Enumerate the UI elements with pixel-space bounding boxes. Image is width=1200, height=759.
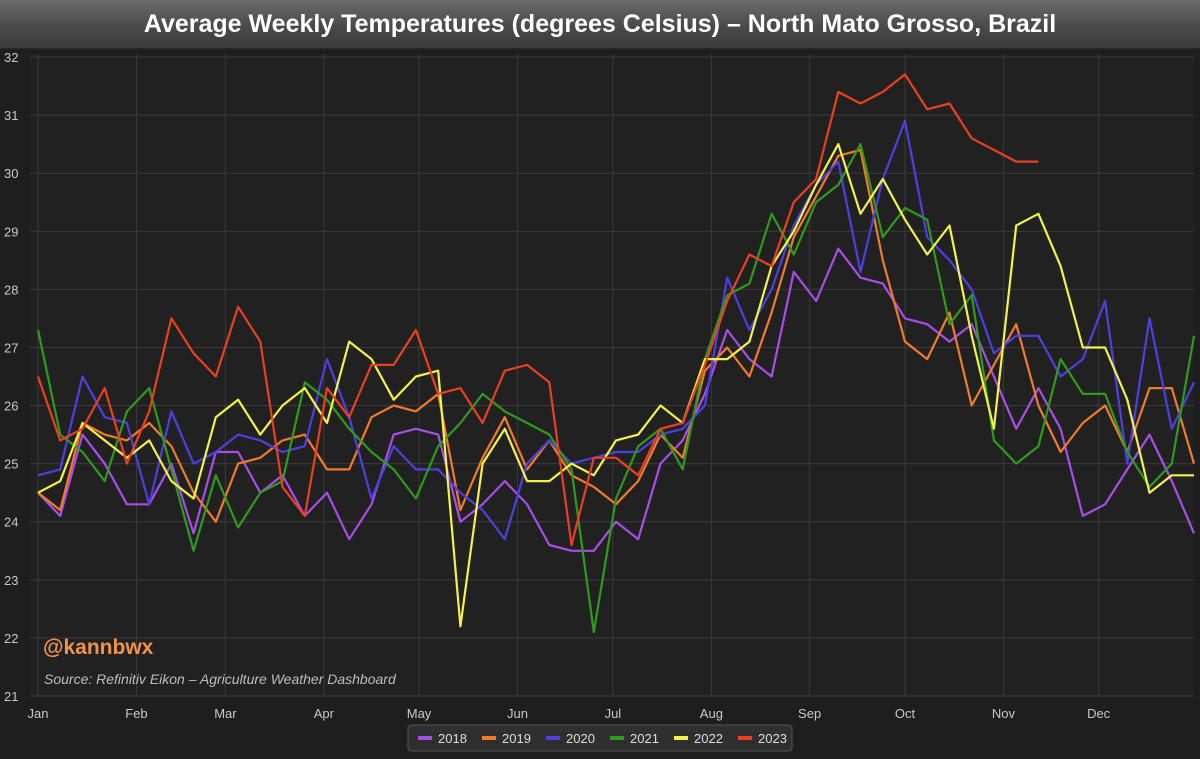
legend-label-2020[interactable]: 2020 bbox=[566, 731, 595, 746]
series-line-2022 bbox=[37, 143, 1194, 628]
y-tick-label: 23 bbox=[4, 573, 18, 588]
x-tick-label: Feb bbox=[125, 706, 147, 721]
y-tick-label: 22 bbox=[4, 631, 18, 646]
y-tick-label: 30 bbox=[4, 166, 18, 181]
title-bar: Average Weekly Temperatures (degrees Cel… bbox=[0, 0, 1200, 49]
legend-label-2019[interactable]: 2019 bbox=[502, 731, 531, 746]
legend: 2018 2019 2020 2021 2022 2023 bbox=[407, 724, 793, 752]
x-tick-label: Oct bbox=[895, 706, 916, 721]
y-tick-label: 32 bbox=[4, 50, 18, 65]
x-tick-label: Sep bbox=[798, 706, 821, 721]
y-tick-label: 26 bbox=[4, 399, 18, 414]
y-tick-label: 25 bbox=[4, 457, 18, 472]
series-line-2023 bbox=[36, 73, 1039, 547]
source-note: Source: Refinitiv Eikon – Agriculture We… bbox=[44, 671, 396, 687]
x-axis: Jan Feb Mar Apr May Jun Jul Aug Sep Oct Nov Dec bbox=[28, 706, 1111, 721]
plot-background bbox=[30, 54, 1194, 696]
chart-title: Average Weekly Temperatures (degrees Cel… bbox=[143, 10, 1057, 38]
y-tick-label: 24 bbox=[4, 515, 18, 530]
legend-label-2023[interactable]: 2023 bbox=[758, 731, 787, 746]
x-tick-label: Jun bbox=[507, 706, 528, 721]
y-tick-label: 28 bbox=[4, 282, 18, 297]
x-tick-label: Dec bbox=[1087, 706, 1111, 721]
series-lines bbox=[36, 73, 1196, 634]
x-tick-label: Aug bbox=[700, 706, 723, 721]
series-line-2018 bbox=[37, 247, 1196, 552]
x-tick-label: Jan bbox=[28, 706, 49, 721]
x-tick-label: Mar bbox=[214, 706, 237, 721]
series-line-2021 bbox=[36, 143, 1196, 634]
y-tick-label: 21 bbox=[4, 689, 18, 704]
y-tick-label: 29 bbox=[4, 224, 18, 239]
x-tick-label: Nov bbox=[992, 706, 1016, 721]
y-axis: 21 22 23 24 25 26 27 28 29 30 31 32 bbox=[4, 50, 18, 704]
x-tick-label: May bbox=[407, 706, 432, 721]
y-tick-label: 27 bbox=[4, 340, 18, 355]
legend-label-2018[interactable]: 2018 bbox=[438, 731, 467, 746]
legend-label-2022[interactable]: 2022 bbox=[694, 731, 723, 746]
legend-box bbox=[407, 724, 793, 752]
series-line-2020 bbox=[37, 119, 1195, 541]
x-tick-label: Jul bbox=[605, 706, 622, 721]
x-tick-label: Apr bbox=[314, 706, 335, 721]
legend-label-2021[interactable]: 2021 bbox=[630, 731, 659, 746]
watermark-handle: @kannbwx bbox=[43, 636, 154, 659]
y-tick-label: 31 bbox=[4, 108, 18, 123]
